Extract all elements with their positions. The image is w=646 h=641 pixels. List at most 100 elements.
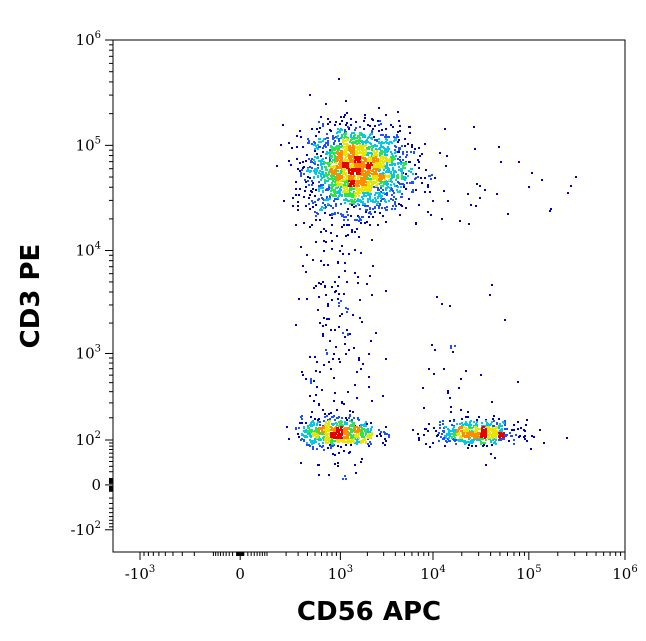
event-dot <box>350 149 352 151</box>
event-dot <box>349 141 351 143</box>
event-dot <box>338 176 340 178</box>
event-dot <box>461 430 463 432</box>
event-dot <box>305 422 307 424</box>
event-dot <box>387 146 389 148</box>
event-dot <box>550 208 552 210</box>
event-dot <box>480 374 482 376</box>
event-dot <box>484 189 486 191</box>
event-dot <box>362 198 364 200</box>
event-dot <box>414 148 416 150</box>
event-dot <box>365 160 367 162</box>
event-dot <box>322 281 324 283</box>
event-dot <box>350 185 352 187</box>
event-dot <box>332 170 334 172</box>
event-dot <box>452 351 454 353</box>
event-dot <box>380 163 382 165</box>
event-dot <box>371 149 373 151</box>
event-dot <box>488 429 490 431</box>
event-dot <box>498 427 500 429</box>
event-dot <box>436 435 438 437</box>
event-dot <box>323 138 325 140</box>
event-dot <box>353 347 355 349</box>
event-dot <box>380 200 382 202</box>
event-dot <box>361 186 363 188</box>
event-dot <box>314 356 316 358</box>
event-dot <box>473 421 475 423</box>
event-dot <box>361 429 363 431</box>
event-dot <box>327 118 329 120</box>
event-dot <box>306 170 308 172</box>
event-dot <box>363 428 365 430</box>
event-dot <box>321 389 323 391</box>
event-dot <box>347 162 349 164</box>
event-dot <box>575 176 577 178</box>
event-dot <box>354 435 356 437</box>
event-dot <box>307 433 309 435</box>
event-dot <box>316 128 318 130</box>
event-dot <box>343 403 345 405</box>
event-dot <box>444 128 446 130</box>
event-dot <box>322 151 324 153</box>
event-dot <box>442 420 444 422</box>
event-dot <box>328 173 330 175</box>
event-dot <box>347 214 349 216</box>
event-dot <box>318 198 320 200</box>
event-dot <box>467 430 469 432</box>
x-tick-label: 106 <box>612 564 637 583</box>
event-dot <box>355 121 357 123</box>
event-dot <box>468 424 470 426</box>
event-dot <box>328 186 330 188</box>
event-dot <box>357 198 359 200</box>
event-dot <box>454 345 456 347</box>
event-dot <box>370 200 372 202</box>
event-dot <box>327 264 329 266</box>
event-dot <box>347 308 349 310</box>
event-dot <box>323 449 325 451</box>
event-dot <box>377 120 379 122</box>
event-dot <box>352 142 354 144</box>
event-dot <box>364 178 366 180</box>
event-dot <box>307 168 309 170</box>
event-dot <box>350 147 352 149</box>
event-dot <box>370 157 372 159</box>
event-dot <box>490 440 492 442</box>
event-dot <box>380 431 382 433</box>
event-dot <box>302 265 304 267</box>
event-dot <box>461 422 463 424</box>
event-dot <box>388 200 390 202</box>
event-dot <box>296 158 298 160</box>
event-dot <box>367 162 369 164</box>
event-dot <box>479 428 481 430</box>
event-dot <box>400 186 402 188</box>
event-dot <box>316 386 318 388</box>
event-dot <box>384 136 386 138</box>
event-dot <box>370 143 372 145</box>
event-dot <box>314 156 316 158</box>
event-dot <box>364 165 366 167</box>
event-dot <box>340 167 342 169</box>
event-dot <box>350 136 352 138</box>
event-dot <box>498 425 500 427</box>
event-dot <box>339 165 341 167</box>
event-dot <box>464 443 466 445</box>
event-dot <box>317 434 319 436</box>
event-dot <box>389 158 391 160</box>
event-dot <box>450 347 452 349</box>
event-dot <box>359 126 361 128</box>
event-dot <box>377 166 379 168</box>
event-dot <box>370 429 372 431</box>
event-dot <box>429 191 431 193</box>
event-dot <box>421 182 423 184</box>
event-dot <box>312 206 314 208</box>
event-dot <box>319 445 321 447</box>
event-dot <box>370 422 372 424</box>
event-dot <box>388 434 390 436</box>
event-dot <box>507 213 509 215</box>
event-dot <box>410 168 412 170</box>
event-dot <box>439 421 441 423</box>
event-dot <box>423 434 425 436</box>
event-dot <box>450 345 452 347</box>
event-dot <box>509 432 511 434</box>
event-dot <box>467 193 469 195</box>
event-dot <box>320 155 322 157</box>
